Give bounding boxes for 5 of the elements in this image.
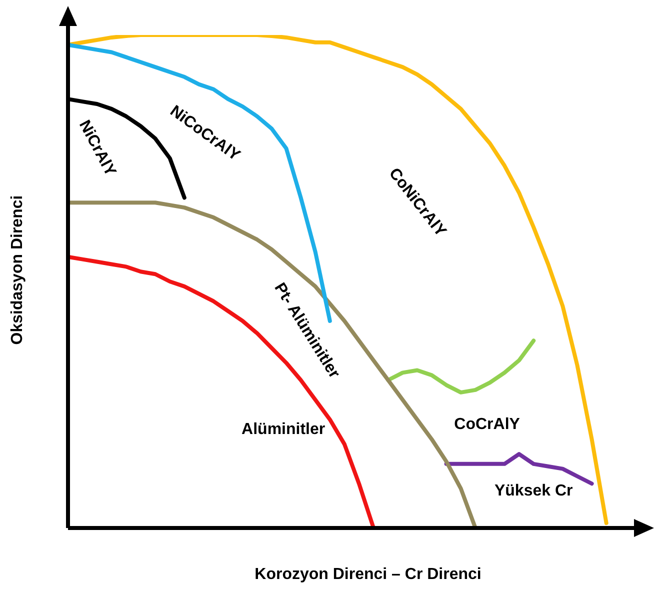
x-axis-title: Korozyon Direnci – Cr Direnci (254, 566, 482, 584)
series-label: Yüksek Cr (494, 482, 573, 500)
series-label: CoCrAlY (454, 416, 520, 433)
series-label: Alüminitler (242, 420, 326, 438)
y-axis-title: Oksidasyon Direnci (9, 195, 27, 345)
